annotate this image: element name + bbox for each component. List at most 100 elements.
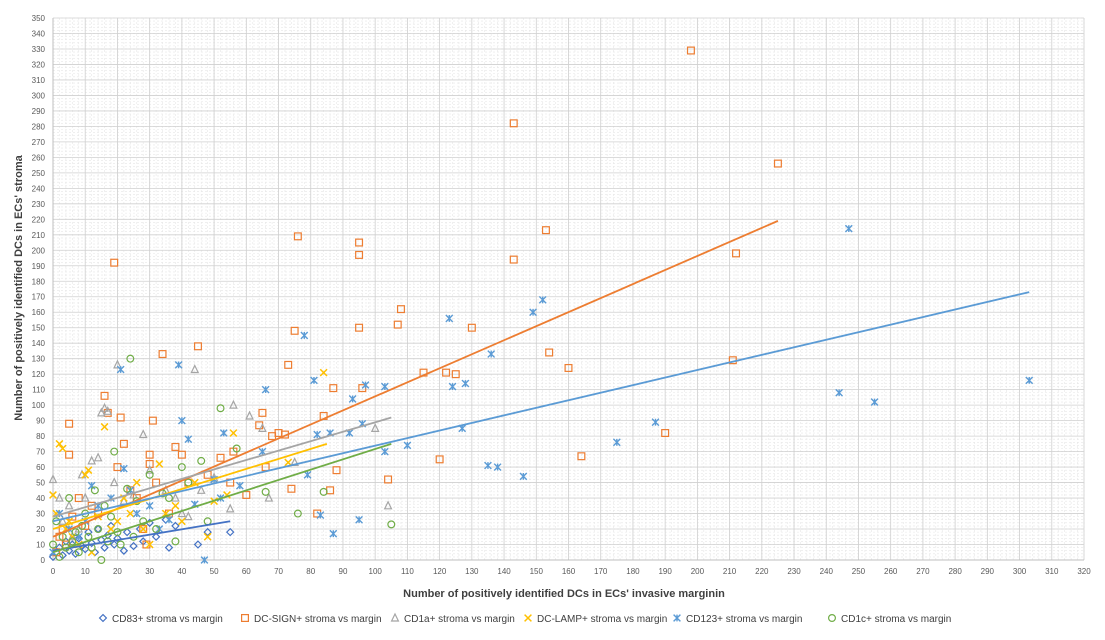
data-point bbox=[577, 452, 586, 461]
data-point bbox=[119, 439, 128, 448]
data-point bbox=[835, 388, 844, 397]
data-point bbox=[100, 391, 109, 400]
data-point bbox=[177, 450, 186, 459]
y-tick-label: 30 bbox=[36, 510, 45, 519]
data-point bbox=[870, 398, 879, 406]
data-point bbox=[139, 525, 148, 534]
y-tick-label: 160 bbox=[32, 308, 46, 317]
data-point bbox=[361, 381, 370, 389]
data-point bbox=[109, 477, 119, 487]
data-point bbox=[48, 474, 58, 484]
data-point bbox=[200, 556, 209, 564]
data-point bbox=[177, 416, 186, 425]
data-point bbox=[71, 528, 80, 537]
data-point bbox=[55, 552, 64, 561]
data-point bbox=[261, 385, 270, 394]
data-point bbox=[284, 360, 293, 369]
data-point bbox=[773, 159, 782, 168]
data-point bbox=[258, 422, 267, 432]
data-point bbox=[139, 517, 148, 526]
data-point bbox=[661, 429, 670, 438]
data-point bbox=[329, 529, 338, 538]
data-point bbox=[171, 537, 180, 546]
data-point bbox=[113, 517, 122, 526]
y-tick-label: 330 bbox=[32, 45, 46, 54]
x-tick-label: 160 bbox=[562, 567, 576, 576]
data-point bbox=[235, 481, 244, 490]
data-point bbox=[81, 470, 90, 479]
y-tick-label: 180 bbox=[32, 277, 46, 286]
x-tick-label: 220 bbox=[755, 567, 769, 576]
data-point bbox=[316, 511, 325, 519]
x-tick-label: 0 bbox=[51, 567, 56, 576]
trendline bbox=[52, 520, 231, 552]
y-tick-label: 340 bbox=[32, 29, 46, 38]
y-tick-label: 50 bbox=[36, 479, 45, 488]
data-point bbox=[84, 527, 93, 537]
legend-marker bbox=[524, 614, 532, 622]
data-point bbox=[319, 487, 328, 496]
y-tick-label: 260 bbox=[32, 153, 46, 162]
data-point bbox=[380, 447, 389, 456]
data-point bbox=[844, 224, 853, 233]
legend-item: CD1a+ stroma vs margin bbox=[390, 612, 515, 625]
data-point bbox=[332, 466, 341, 475]
y-tick-label: 290 bbox=[32, 107, 46, 116]
data-point bbox=[113, 463, 122, 472]
data-point bbox=[71, 549, 80, 559]
data-point bbox=[90, 486, 99, 495]
data-point bbox=[65, 494, 74, 503]
data-point bbox=[383, 500, 393, 510]
data-point bbox=[487, 350, 496, 358]
legend-label: DC-LAMP+ stroma vs margin bbox=[537, 614, 667, 625]
data-point bbox=[148, 416, 157, 425]
data-point bbox=[107, 525, 115, 533]
legend-item: CD83+ stroma vs margin bbox=[98, 613, 223, 625]
y-tick-label: 350 bbox=[32, 14, 46, 23]
y-tick-label: 210 bbox=[32, 231, 46, 240]
data-point bbox=[171, 501, 180, 510]
data-point bbox=[232, 444, 241, 453]
y-tick-label: 280 bbox=[32, 122, 46, 131]
data-point bbox=[123, 484, 132, 493]
y-tick-label: 190 bbox=[32, 262, 46, 271]
data-point bbox=[384, 475, 393, 484]
data-point bbox=[177, 508, 187, 518]
x-tick-label: 210 bbox=[723, 567, 737, 576]
data-point bbox=[264, 492, 274, 502]
data-point bbox=[183, 511, 193, 521]
y-tick-label: 70 bbox=[36, 448, 45, 457]
data-point bbox=[290, 326, 299, 335]
data-point bbox=[55, 492, 64, 502]
x-tick-label: 80 bbox=[306, 567, 315, 576]
data-point bbox=[484, 461, 492, 470]
data-point bbox=[110, 447, 119, 456]
data-point bbox=[287, 484, 296, 493]
data-point bbox=[80, 492, 90, 502]
data-point bbox=[216, 404, 225, 413]
y-tick-label: 60 bbox=[36, 463, 45, 472]
data-point bbox=[686, 46, 695, 55]
data-point bbox=[103, 405, 113, 415]
data-point bbox=[258, 408, 267, 417]
data-point bbox=[65, 419, 74, 428]
data-point bbox=[151, 532, 161, 542]
y-tick-label: 310 bbox=[32, 76, 46, 85]
data-point bbox=[64, 500, 74, 510]
data-point bbox=[196, 484, 206, 494]
data-point bbox=[116, 365, 125, 374]
legend-item: DC-LAMP+ stroma vs margin bbox=[524, 614, 667, 625]
data-point bbox=[310, 376, 318, 385]
legend-marker bbox=[98, 613, 108, 623]
data-point bbox=[242, 490, 251, 499]
data-point bbox=[93, 452, 103, 462]
data-point bbox=[229, 429, 238, 437]
data-point bbox=[122, 527, 132, 537]
data-point bbox=[445, 314, 454, 323]
data-point bbox=[152, 525, 161, 534]
data-point bbox=[293, 232, 302, 241]
data-point bbox=[145, 450, 154, 459]
y-axis-title: Number of positively identified DCs in E… bbox=[13, 154, 25, 420]
